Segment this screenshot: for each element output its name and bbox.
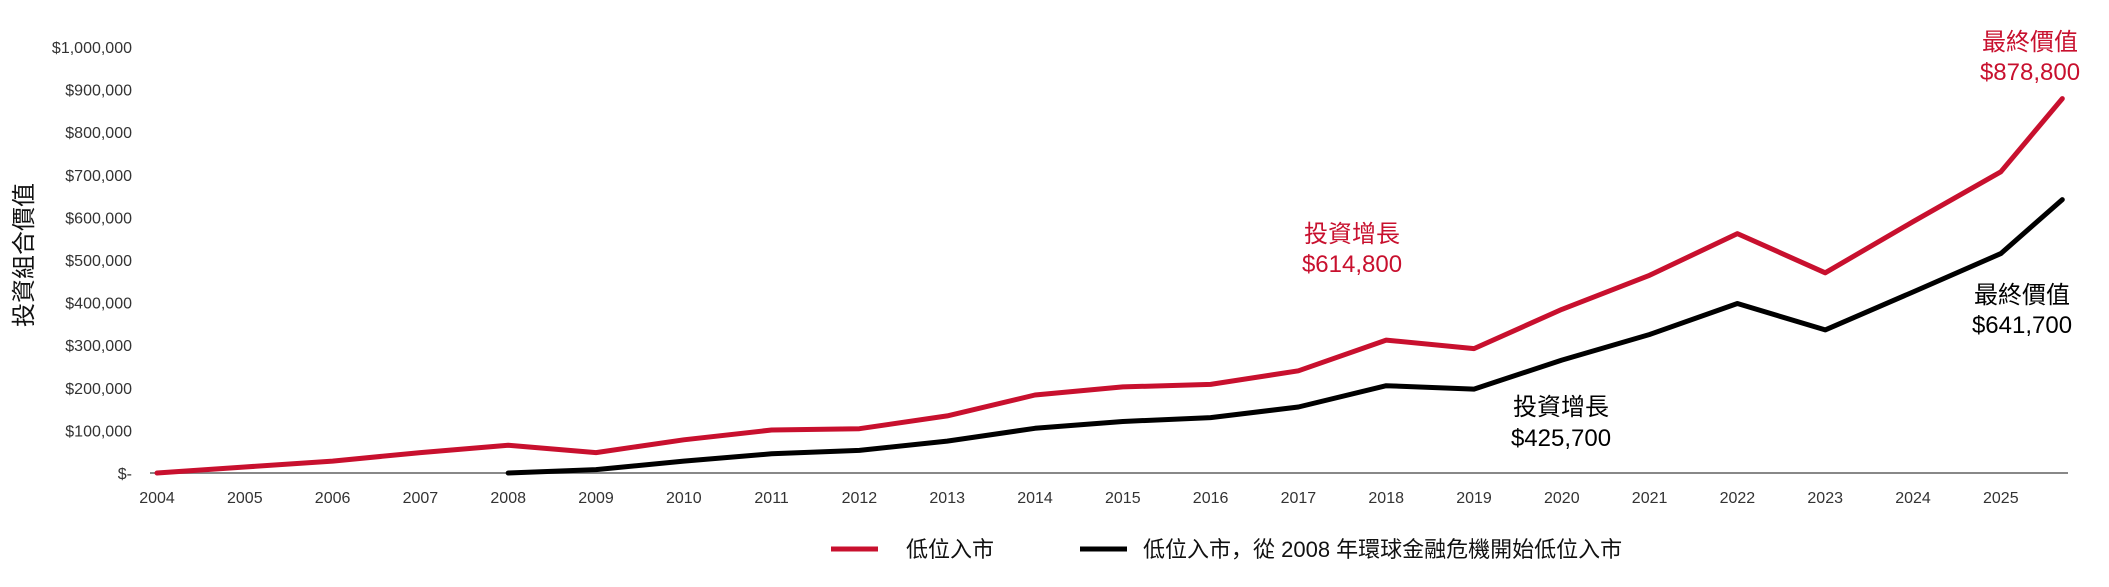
annotation-black-growth: 投資增長 $425,700 bbox=[1511, 394, 1611, 452]
annotation-label: 最終價值 bbox=[1974, 282, 2070, 309]
x-tick-label: 2009 bbox=[578, 490, 614, 507]
x-tick-label: 2010 bbox=[666, 490, 702, 507]
x-tick-label: 2017 bbox=[1281, 490, 1317, 507]
annotation-label: 投資增長 bbox=[1304, 221, 1400, 248]
y-tick-label: $700,000 bbox=[65, 168, 132, 185]
x-tick-label: 2006 bbox=[315, 490, 351, 507]
x-tick-label: 2004 bbox=[139, 490, 175, 507]
y-tick-label: $300,000 bbox=[65, 338, 132, 355]
x-tick-label: 2005 bbox=[227, 490, 263, 507]
x-tick-label: 2020 bbox=[1544, 490, 1580, 507]
x-tick-label: 2011 bbox=[754, 490, 789, 507]
x-tick-label: 2012 bbox=[842, 490, 878, 507]
y-tick-label: $500,000 bbox=[65, 253, 132, 270]
series-line-red bbox=[154, 96, 2065, 476]
annotation-label: 投資增長 bbox=[1513, 394, 1609, 421]
y-tick-label: $1,000,000 bbox=[52, 40, 132, 57]
annotation-value: $425,700 bbox=[1511, 425, 1611, 452]
x-tick-label: 2013 bbox=[929, 490, 965, 507]
x-tick-label: 2007 bbox=[403, 490, 439, 507]
x-tick-label: 2016 bbox=[1193, 490, 1229, 507]
x-tick-label: 2008 bbox=[490, 490, 526, 507]
y-tick-label: $800,000 bbox=[65, 125, 132, 142]
y-tick-label: $- bbox=[118, 466, 132, 483]
y-tick-label: $900,000 bbox=[65, 83, 132, 100]
y-tick-label: $100,000 bbox=[65, 423, 132, 440]
annotation-value: $614,800 bbox=[1302, 251, 1402, 278]
y-axis-ticks: $- $100,000 $200,000 $300,000 $400,000 $500,0… bbox=[52, 40, 132, 483]
series-lines bbox=[154, 96, 2065, 476]
y-tick-label: $200,000 bbox=[65, 381, 132, 398]
x-tick-label: 2014 bbox=[1017, 490, 1053, 507]
legend: 低位入市 低位入市，從 2008 年環球金融危機開始低位入市 bbox=[831, 537, 1622, 562]
x-tick-label: 2019 bbox=[1456, 490, 1492, 507]
x-axis-ticks: 2004 2005 2006 2007 2008 2009 2010 2011 2012 2013… bbox=[139, 490, 2018, 507]
x-tick-label: 2018 bbox=[1368, 490, 1404, 507]
annotation-value: $641,700 bbox=[1972, 312, 2072, 339]
legend-label-red: 低位入市 bbox=[906, 537, 994, 562]
x-tick-label: 2024 bbox=[1895, 490, 1931, 507]
y-axis-label: 投資組合價值 bbox=[11, 183, 38, 327]
x-tick-label: 2025 bbox=[1983, 490, 2019, 507]
x-tick-label: 2015 bbox=[1105, 490, 1141, 507]
legend-label-black: 低位入市，從 2008 年環球金融危機開始低位入市 bbox=[1143, 537, 1622, 562]
y-tick-label: $400,000 bbox=[65, 296, 132, 313]
x-tick-label: 2023 bbox=[1807, 490, 1843, 507]
y-tick-label: $600,000 bbox=[65, 210, 132, 227]
x-tick-label: 2021 bbox=[1632, 490, 1668, 507]
annotation-black-final: 最終價值 $641,700 bbox=[1972, 282, 2072, 339]
annotation-red-final: 最終價值 $878,800 bbox=[1980, 29, 2080, 86]
annotation-red-growth: 投資增長 $614,800 bbox=[1302, 221, 1402, 278]
annotation-label: 最終價值 bbox=[1982, 29, 2078, 56]
annotation-value: $878,800 bbox=[1980, 59, 2080, 86]
x-tick-label: 2022 bbox=[1720, 490, 1756, 507]
